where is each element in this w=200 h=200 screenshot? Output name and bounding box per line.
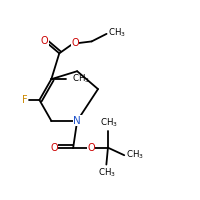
Text: O: O bbox=[41, 36, 49, 46]
Text: CH$_3$: CH$_3$ bbox=[98, 167, 116, 179]
Text: CH$_3$: CH$_3$ bbox=[72, 73, 90, 85]
Text: O: O bbox=[72, 38, 79, 48]
Text: N: N bbox=[73, 116, 81, 126]
Text: CH$_3$: CH$_3$ bbox=[100, 117, 117, 129]
Text: CH$_3$: CH$_3$ bbox=[108, 27, 126, 39]
Text: CH$_3$: CH$_3$ bbox=[126, 149, 144, 161]
Text: O: O bbox=[87, 143, 95, 153]
Text: O: O bbox=[50, 143, 58, 153]
Text: F: F bbox=[22, 95, 27, 105]
